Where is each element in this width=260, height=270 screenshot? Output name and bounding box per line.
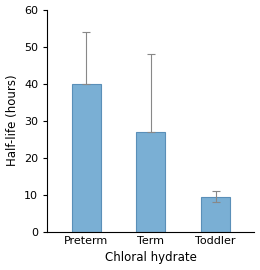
X-axis label: Chloral hydrate: Chloral hydrate <box>105 251 197 264</box>
Bar <box>136 132 165 232</box>
Bar <box>72 84 101 232</box>
Bar <box>201 197 230 232</box>
Y-axis label: Half-life (hours): Half-life (hours) <box>5 75 18 166</box>
